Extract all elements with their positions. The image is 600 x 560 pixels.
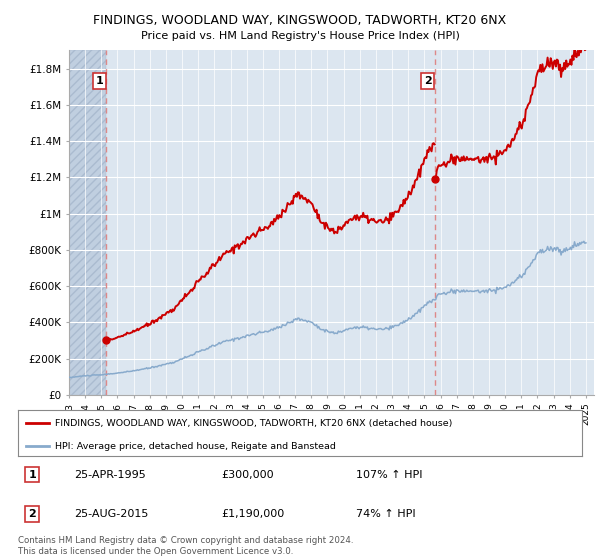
Text: FINDINGS, WOODLAND WAY, KINGSWOOD, TADWORTH, KT20 6NX: FINDINGS, WOODLAND WAY, KINGSWOOD, TADWO…	[94, 14, 506, 27]
Text: Contains HM Land Registry data © Crown copyright and database right 2024.
This d: Contains HM Land Registry data © Crown c…	[18, 536, 353, 556]
Text: 2: 2	[424, 76, 431, 86]
Text: FINDINGS, WOODLAND WAY, KINGSWOOD, TADWORTH, KT20 6NX (detached house): FINDINGS, WOODLAND WAY, KINGSWOOD, TADWO…	[55, 419, 452, 428]
Text: 2: 2	[28, 509, 36, 519]
Bar	[69, 50, 106, 395]
Text: £1,190,000: £1,190,000	[221, 509, 284, 519]
Text: 74% ↑ HPI: 74% ↑ HPI	[356, 509, 416, 519]
Text: £300,000: £300,000	[221, 470, 274, 479]
Text: Price paid vs. HM Land Registry's House Price Index (HPI): Price paid vs. HM Land Registry's House …	[140, 31, 460, 41]
Text: 25-AUG-2015: 25-AUG-2015	[74, 509, 149, 519]
Text: 1: 1	[95, 76, 103, 86]
Text: 1: 1	[28, 470, 36, 479]
Text: HPI: Average price, detached house, Reigate and Banstead: HPI: Average price, detached house, Reig…	[55, 442, 335, 451]
Text: 25-APR-1995: 25-APR-1995	[74, 470, 146, 479]
Text: 107% ↑ HPI: 107% ↑ HPI	[356, 470, 423, 479]
